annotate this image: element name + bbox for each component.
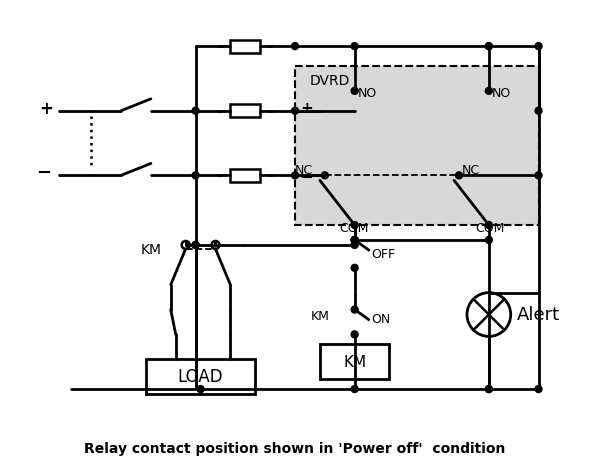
Circle shape: [351, 242, 358, 249]
Circle shape: [535, 386, 542, 393]
Circle shape: [351, 236, 358, 243]
Bar: [320, 344, 389, 379]
Circle shape: [351, 221, 358, 228]
Text: COM: COM: [475, 221, 504, 234]
Text: KM: KM: [141, 243, 162, 257]
Bar: [230, 104, 260, 117]
Circle shape: [351, 236, 358, 243]
Circle shape: [197, 386, 204, 393]
Circle shape: [291, 107, 299, 114]
Circle shape: [351, 265, 358, 271]
Text: +: +: [300, 101, 313, 116]
Circle shape: [192, 242, 199, 249]
Circle shape: [351, 236, 358, 243]
Circle shape: [351, 43, 358, 50]
Text: OFF: OFF: [372, 249, 396, 261]
Circle shape: [192, 172, 199, 179]
Circle shape: [192, 107, 199, 114]
Text: COM: COM: [340, 221, 369, 234]
Text: LOAD: LOAD: [178, 368, 224, 386]
Circle shape: [486, 221, 492, 228]
Text: NC: NC: [462, 164, 480, 177]
Text: Relay contact position shown in 'Power off'  condition: Relay contact position shown in 'Power o…: [84, 442, 506, 456]
Circle shape: [486, 43, 492, 50]
Circle shape: [535, 107, 542, 114]
Text: NO: NO: [358, 87, 377, 100]
Text: +: +: [40, 100, 54, 118]
Circle shape: [351, 331, 358, 338]
Text: ON: ON: [372, 313, 391, 326]
Text: −: −: [299, 167, 313, 185]
Bar: [230, 169, 260, 182]
Circle shape: [455, 172, 463, 179]
Bar: [230, 40, 260, 53]
Circle shape: [351, 306, 358, 313]
Circle shape: [291, 172, 299, 179]
Text: KM: KM: [311, 310, 330, 323]
Text: NC: NC: [295, 164, 313, 177]
Circle shape: [486, 386, 492, 393]
Text: NO: NO: [492, 87, 511, 100]
Text: Alert: Alert: [517, 305, 560, 324]
Text: DVRD: DVRD: [310, 74, 350, 88]
Circle shape: [291, 43, 299, 50]
Text: KM: KM: [343, 355, 366, 370]
Circle shape: [351, 386, 358, 393]
Bar: [295, 66, 539, 225]
Circle shape: [322, 172, 328, 179]
Circle shape: [351, 87, 358, 94]
Text: −: −: [36, 164, 51, 182]
Circle shape: [486, 236, 492, 243]
Circle shape: [192, 242, 199, 249]
Circle shape: [486, 386, 492, 393]
Circle shape: [535, 172, 542, 179]
Circle shape: [535, 43, 542, 50]
Bar: [146, 359, 255, 394]
Circle shape: [486, 43, 492, 50]
Circle shape: [486, 87, 492, 94]
